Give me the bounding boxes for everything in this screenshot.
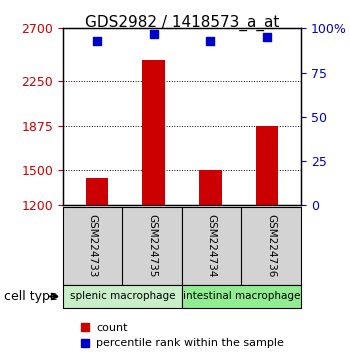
Bar	[199, 170, 222, 205]
Text: GSM224733: GSM224733	[88, 214, 98, 278]
Text: GSM224735: GSM224735	[147, 214, 157, 278]
Point	[264, 34, 270, 40]
Bar	[86, 178, 108, 205]
Point	[208, 38, 213, 44]
Legend: count, percentile rank within the sample: count, percentile rank within the sample	[80, 323, 284, 348]
Text: splenic macrophage: splenic macrophage	[70, 291, 175, 302]
Text: intestinal macrophage: intestinal macrophage	[183, 291, 300, 302]
Point	[151, 31, 156, 36]
Text: GSM224736: GSM224736	[266, 214, 276, 278]
Point	[94, 38, 100, 44]
Text: GDS2982 / 1418573_a_at: GDS2982 / 1418573_a_at	[85, 15, 279, 31]
Text: cell type: cell type	[4, 290, 57, 303]
Bar	[256, 126, 278, 205]
Text: GSM224734: GSM224734	[207, 214, 217, 278]
Bar	[142, 60, 165, 205]
